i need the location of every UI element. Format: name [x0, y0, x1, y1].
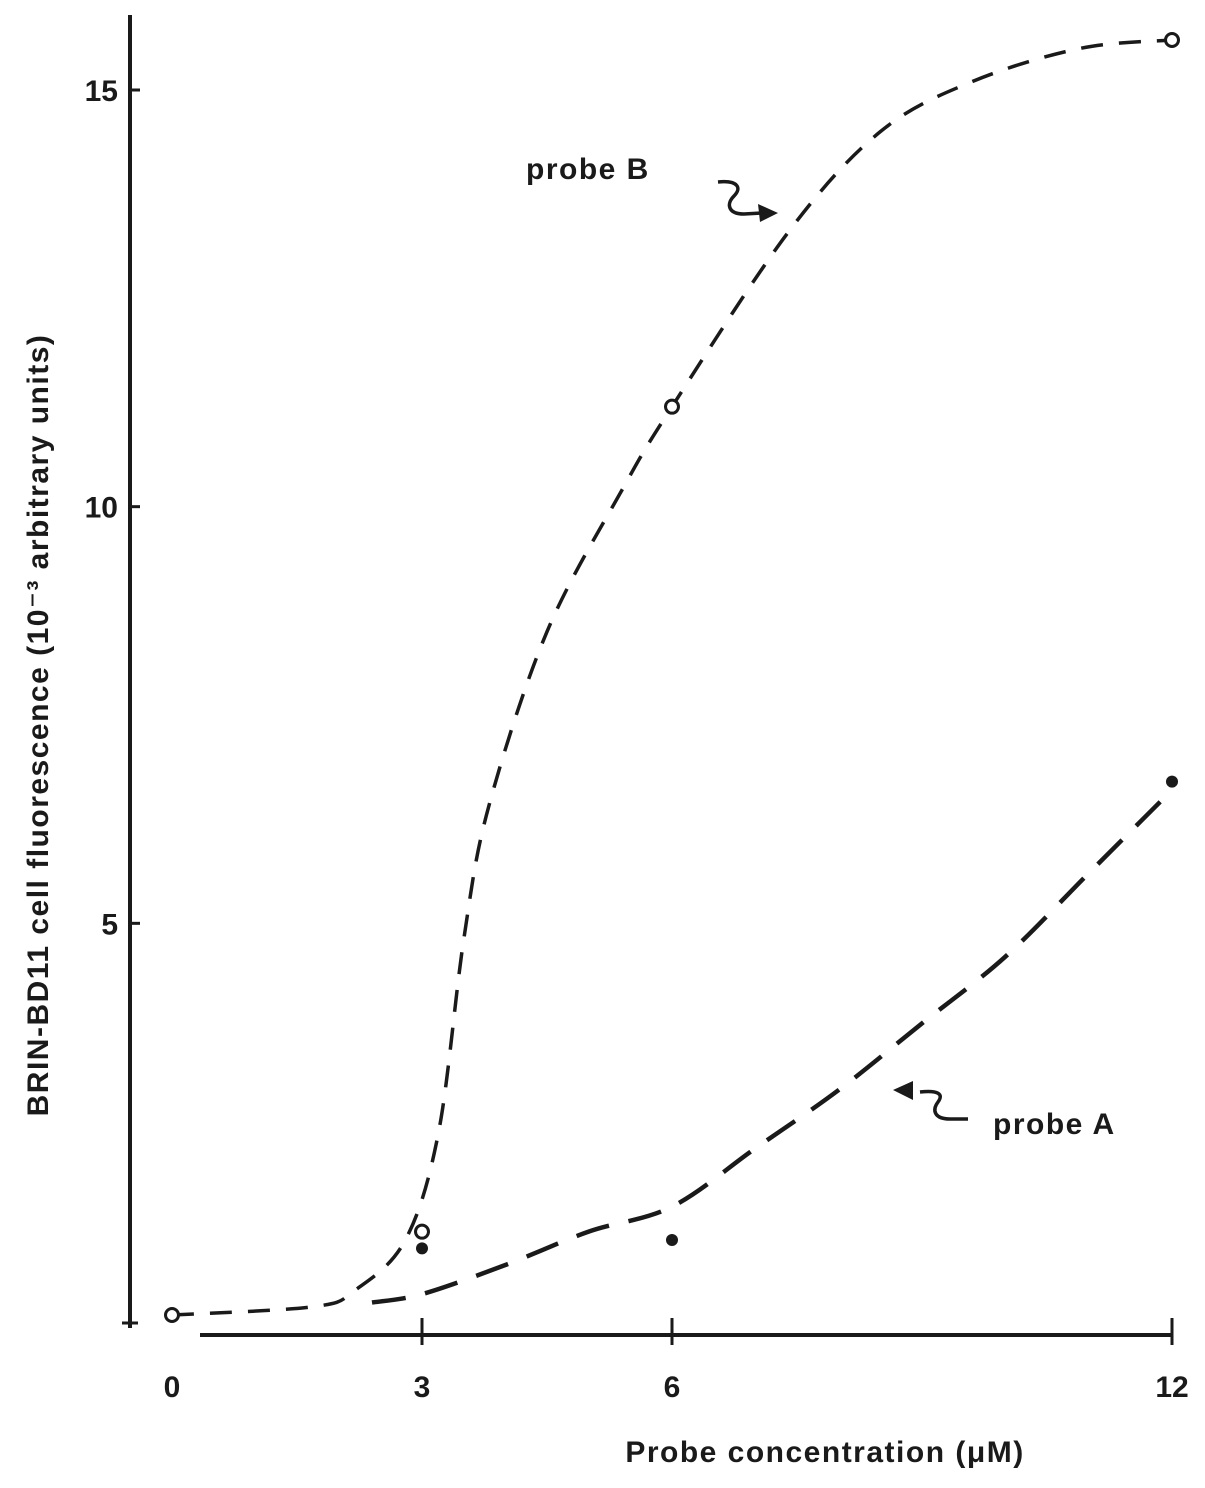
point-probe-a — [416, 1242, 428, 1255]
curve-probe-a — [371, 788, 1174, 1305]
x-tick-label: 0 — [164, 1371, 181, 1404]
axes: 5 10 15 0 3 6 12 — [85, 15, 1189, 1404]
point-probe-b — [164, 1307, 180, 1323]
annotations — [717, 179, 968, 1121]
y-tick-label: 10 — [85, 492, 118, 525]
arrowhead-probe-a — [893, 1081, 913, 1100]
x-tick-label: 12 — [1155, 1371, 1188, 1404]
y-axis-label: BRIN-BD11 cell fluorescence (10⁻³ arbitr… — [22, 334, 55, 1117]
x-tick-label: 6 — [664, 1371, 681, 1404]
series-label-probe-a: probe A — [993, 1108, 1116, 1141]
y-tick-label: 15 — [85, 75, 118, 108]
arrow-probe-a — [919, 1089, 968, 1121]
x-tick-label: 3 — [414, 1371, 431, 1404]
curve-probe-b — [171, 38, 1173, 1317]
curves — [171, 38, 1174, 1317]
point-probe-b — [414, 1223, 430, 1240]
series-label-probe-b: probe B — [526, 153, 650, 186]
point-probe-b — [1164, 32, 1180, 48]
arrow-probe-b — [717, 179, 763, 216]
x-axis-label: Probe concentration (μM) — [625, 1436, 1024, 1469]
point-probe-a — [666, 1234, 678, 1246]
data-markers — [164, 32, 1180, 1323]
point-probe-b — [664, 398, 680, 415]
arrowhead-probe-b — [758, 204, 778, 222]
point-probe-a — [1166, 775, 1178, 788]
y-tick-label: 5 — [101, 908, 118, 941]
